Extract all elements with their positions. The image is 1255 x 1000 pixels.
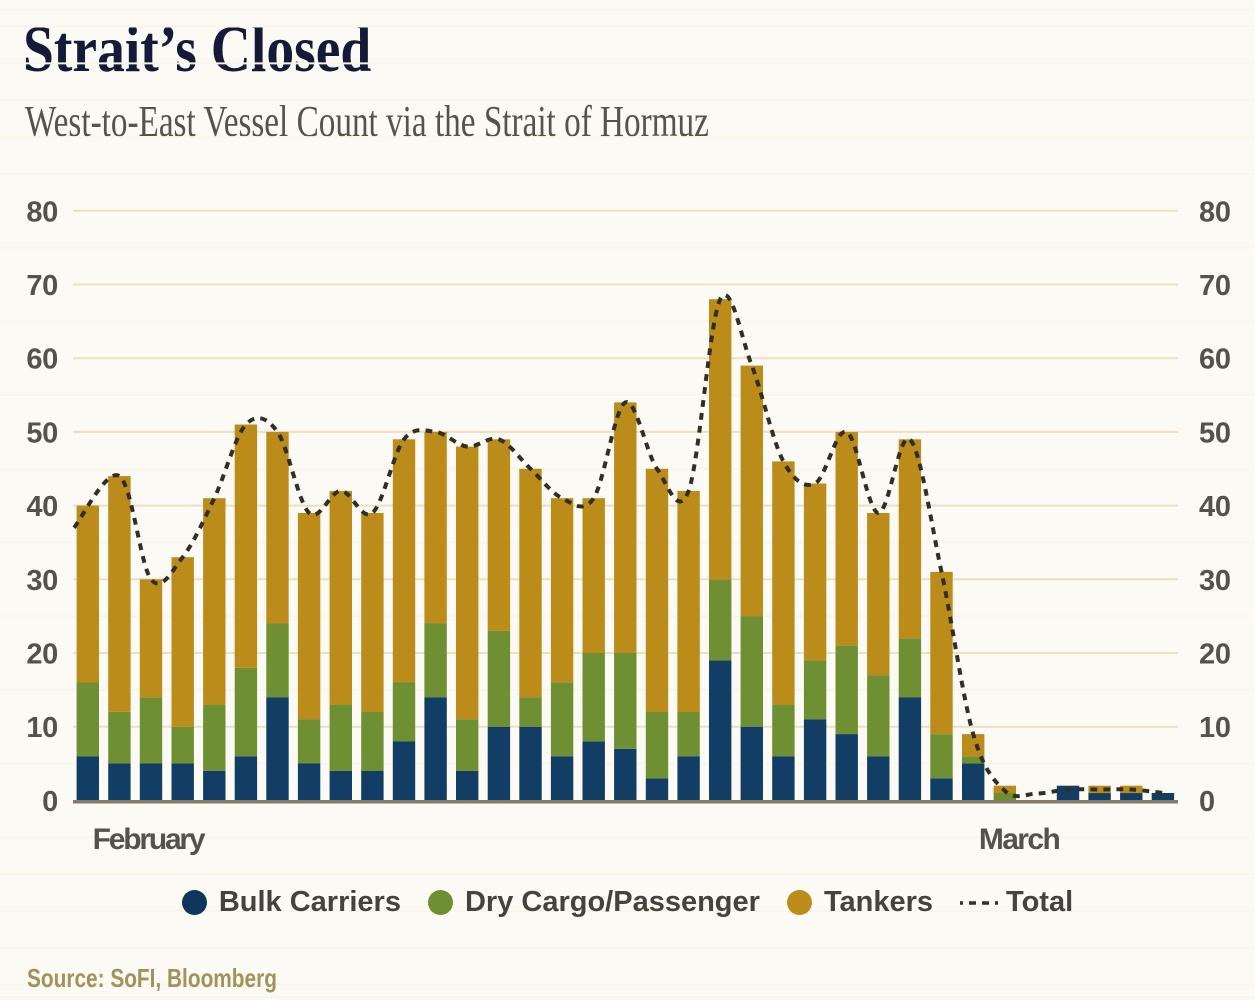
svg-text:10: 10 (26, 712, 58, 744)
svg-text:March: March (979, 823, 1060, 856)
svg-text:20: 20 (1199, 639, 1231, 671)
svg-text:February: February (93, 823, 206, 856)
svg-text:20: 20 (26, 639, 58, 671)
svg-text:60: 60 (26, 344, 58, 376)
svg-text:0: 0 (42, 786, 58, 818)
svg-text:50: 50 (26, 417, 58, 449)
svg-text:30: 30 (1199, 565, 1231, 597)
svg-text:70: 70 (1199, 270, 1231, 302)
svg-text:70: 70 (26, 270, 58, 302)
svg-text:50: 50 (1199, 417, 1231, 449)
svg-text:60: 60 (1199, 344, 1231, 376)
svg-text:0: 0 (1199, 786, 1215, 818)
svg-text:40: 40 (1199, 491, 1231, 523)
svg-text:30: 30 (26, 565, 58, 597)
svg-text:10: 10 (1199, 712, 1231, 744)
svg-text:80: 80 (26, 196, 58, 228)
svg-text:40: 40 (26, 491, 58, 523)
svg-text:80: 80 (1199, 196, 1231, 228)
